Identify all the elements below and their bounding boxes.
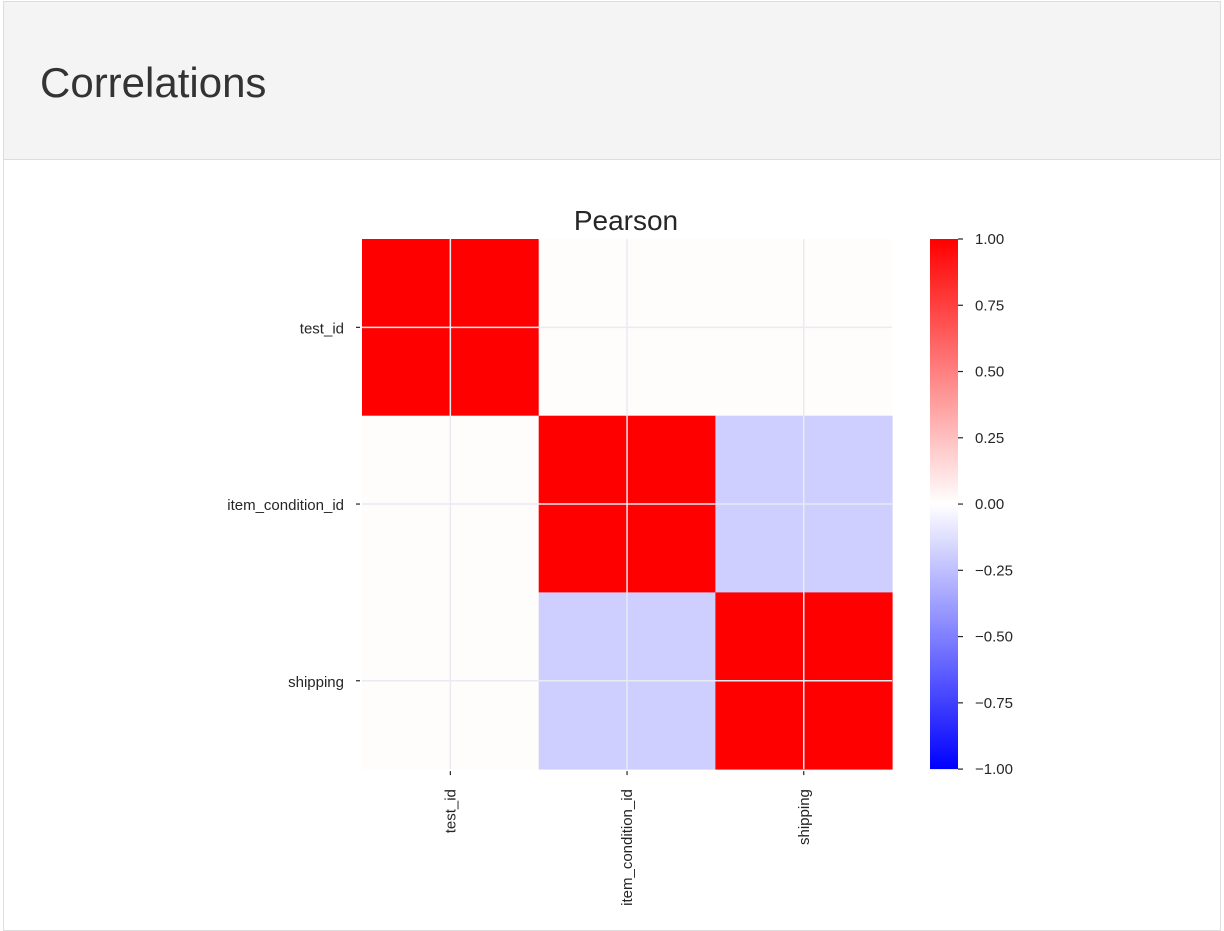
correlations-panel: Correlations Pearson test_id item_conditi… xyxy=(3,1,1221,931)
colorbar-tick-label: −0.75 xyxy=(975,695,1013,712)
column-label: shipping xyxy=(796,789,813,845)
heatmap-chart: Pearson test_id item_condition_id shipping… xyxy=(227,205,1013,906)
colorbar-tick-label: 0.25 xyxy=(975,430,1004,447)
chart-title: Pearson xyxy=(574,205,678,236)
colorbar-ticks: 1.00 0.75 0.50 0.25 0.00 −0.25 −0.50 −0.75 −1.00 xyxy=(958,231,1013,778)
row-label: shipping xyxy=(288,674,344,691)
heatmap-grid xyxy=(362,239,893,770)
colorbar-tick-label: 1.00 xyxy=(975,231,1004,248)
colorbar-tick-label: 0.75 xyxy=(975,297,1004,314)
colorbar-tick-label: 0.50 xyxy=(975,364,1004,381)
colorbar xyxy=(930,239,958,770)
colorbar-tick-label: −0.50 xyxy=(975,629,1013,646)
column-labels: test_id item_condition_id shipping xyxy=(442,771,813,906)
colorbar-tick-label: −0.25 xyxy=(975,562,1013,579)
row-labels: test_id item_condition_id shipping xyxy=(227,320,360,691)
colorbar-tick-label: −1.00 xyxy=(975,761,1013,778)
row-label: test_id xyxy=(300,320,344,337)
colorbar-tick-label: 0.00 xyxy=(975,496,1004,513)
column-label: test_id xyxy=(442,789,459,833)
panel-heading: Correlations xyxy=(4,2,1220,160)
row-label: item_condition_id xyxy=(227,497,344,514)
section-title: Correlations xyxy=(40,59,267,106)
column-label: item_condition_id xyxy=(619,789,636,906)
